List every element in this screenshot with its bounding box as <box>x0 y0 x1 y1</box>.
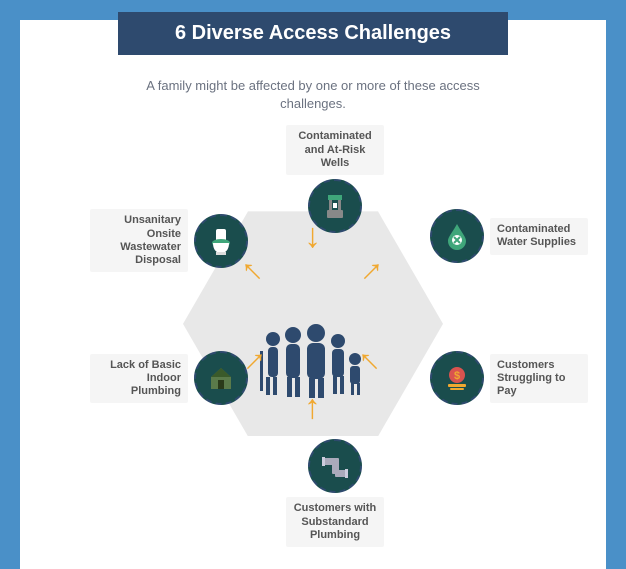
droplet-icon <box>430 209 484 263</box>
page-title: 6 Diverse Access Challenges <box>118 12 508 55</box>
outer-frame: 6 Diverse Access Challenges A family mig… <box>0 0 626 569</box>
hex-diagram: ↓ ↓ ↓ ↓ ↓ ↓ Contaminated and At-Risk Wel… <box>20 121 606 551</box>
svg-text:$: $ <box>454 370 460 382</box>
node-unsanitary-wastewater: Unsanitary Onsite Wastewater Disposal <box>90 209 248 272</box>
node-contaminated-supplies: Contaminated Water Supplies <box>430 209 588 263</box>
node-label: Contaminated and At-Risk Wells <box>286 125 384 175</box>
toilet-icon <box>194 214 248 268</box>
node-label: Customers with Substandard Plumbing <box>286 497 384 547</box>
inner-card: 6 Diverse Access Challenges A family mig… <box>20 20 606 569</box>
node-label: Customers Struggling to Pay <box>490 354 588 404</box>
well-icon <box>308 179 362 233</box>
pipe-icon <box>308 439 362 493</box>
node-struggling-to-pay: $ Customers Struggling to Pay <box>430 351 588 405</box>
node-contaminated-wells: Contaminated and At-Risk Wells <box>286 125 384 233</box>
arrow-icon: ↓ <box>304 391 321 430</box>
subtitle-text: A family might be affected by one or mor… <box>20 77 606 113</box>
node-label: Unsanitary Onsite Wastewater Disposal <box>90 209 188 272</box>
node-label: Contaminated Water Supplies <box>490 218 588 254</box>
node-substandard-plumbing: Customers with Substandard Plumbing <box>286 439 384 547</box>
money-icon: $ <box>430 351 484 405</box>
node-label: Lack of Basic Indoor Plumbing <box>90 354 188 404</box>
house-icon <box>194 351 248 405</box>
node-lack-indoor-plumbing: Lack of Basic Indoor Plumbing <box>90 351 248 405</box>
